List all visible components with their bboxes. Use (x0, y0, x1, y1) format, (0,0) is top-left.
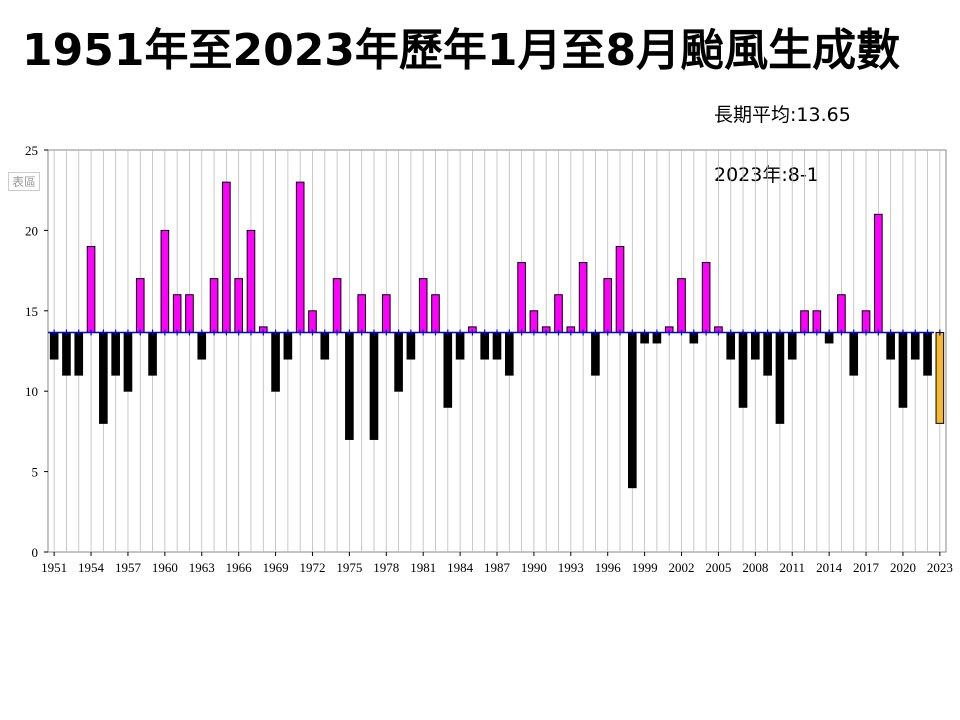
bar-2006 (726, 332, 736, 360)
x-tick-label: 1984 (447, 560, 474, 575)
watermark-tag: 表區 (8, 172, 41, 191)
bar-1978 (381, 294, 391, 334)
y-tick-label: 25 (25, 143, 38, 158)
bar-2016 (849, 332, 859, 376)
bar-1961 (172, 294, 182, 334)
bar-2021 (910, 332, 920, 360)
bar-1975 (345, 332, 354, 440)
x-tick-label: 1969 (263, 560, 289, 575)
bar-1955 (99, 332, 108, 424)
bar-1967 (246, 229, 256, 334)
bar-2020 (898, 332, 908, 408)
bar-2022 (923, 332, 932, 376)
bar-1982 (431, 294, 440, 334)
bar-2004 (701, 262, 711, 334)
bar-1972 (308, 310, 317, 334)
bar-1951 (49, 332, 59, 360)
y-tick-label: 20 (25, 223, 38, 238)
x-tick-label: 1957 (115, 560, 142, 575)
bar-2011 (787, 332, 797, 360)
x-tick-label: 1963 (189, 560, 215, 575)
bar-1996 (603, 278, 613, 334)
x-tick-label: 1972 (299, 560, 325, 575)
bar-1986 (480, 332, 490, 360)
x-tick-label: 2008 (742, 560, 768, 575)
bar-1971 (295, 181, 305, 334)
bar-1963 (197, 332, 207, 360)
bar-1995 (591, 332, 600, 376)
x-tick-label: 1951 (41, 560, 67, 575)
bar-2012 (800, 310, 809, 334)
bar-1976 (357, 294, 366, 334)
bar-1957 (123, 332, 133, 392)
x-tick-label: 2011 (779, 560, 805, 575)
bar-1973 (320, 332, 330, 360)
bar-1987 (492, 332, 502, 360)
page-title: 1951年至2023年歷年1月至8月颱風生成數 (22, 25, 901, 76)
x-tick-label: 1993 (558, 560, 584, 575)
bar-1979 (394, 332, 403, 392)
bar-1958 (135, 278, 145, 334)
x-tick-label: 1999 (632, 560, 658, 575)
bar-2013 (812, 310, 822, 334)
x-tick-label: 1975 (336, 560, 362, 575)
bar-1962 (185, 294, 194, 334)
bar-1980 (406, 332, 416, 360)
bar-1983 (443, 332, 453, 408)
y-tick-label: 10 (25, 384, 38, 399)
bar-1969 (271, 332, 280, 392)
bar-1977 (369, 332, 379, 440)
bar-1997 (615, 245, 625, 334)
x-tick-label: 2014 (816, 560, 843, 575)
bar-1992 (554, 294, 563, 334)
x-tick-label: 1987 (484, 560, 511, 575)
x-tick-label: 1954 (78, 560, 105, 575)
x-tick-label: 2002 (669, 560, 695, 575)
bar-1984 (455, 332, 465, 360)
bar-1974 (332, 278, 342, 334)
bar-1990 (529, 310, 539, 334)
x-tick-label: 1996 (595, 560, 622, 575)
bar-1998 (628, 332, 637, 489)
bar-1954 (86, 245, 96, 334)
bar-2019 (886, 332, 895, 360)
bar-1989 (517, 262, 526, 334)
bar-1988 (504, 332, 514, 376)
axis-layer: 0 5 10 15 20 25 1951 1954 1957 1960 1963 1966 1969 19… (25, 143, 953, 575)
x-tick-label: 2017 (853, 560, 880, 575)
bar-1953 (74, 332, 84, 376)
x-tick-label: 2020 (890, 560, 916, 575)
bar-1956 (111, 332, 120, 376)
x-tick-label: 2005 (705, 560, 731, 575)
bar-1964 (209, 278, 219, 334)
x-tick-label: 1990 (521, 560, 547, 575)
bar-2008 (751, 332, 760, 360)
bar-1952 (62, 332, 71, 376)
bar-1959 (148, 332, 157, 376)
average-note: 長期平均:13.65 (714, 104, 851, 126)
x-tick-label: 1978 (373, 560, 399, 575)
bar-1965 (222, 181, 231, 334)
x-tick-label: 1966 (226, 560, 253, 575)
bar-2007 (738, 332, 748, 408)
y-tick-label: 15 (25, 304, 38, 319)
bar-2023 (935, 332, 945, 424)
y-tick-label: 0 (32, 545, 39, 560)
bar-1966 (234, 278, 243, 334)
x-tick-label: 2023 (927, 560, 953, 575)
x-tick-label: 1981 (410, 560, 436, 575)
bar-1960 (160, 229, 170, 334)
bar-1981 (418, 278, 428, 334)
bar-2018 (874, 213, 883, 334)
y-tick-label: 5 (32, 465, 39, 480)
bar-1970 (283, 332, 293, 360)
bar-2002 (677, 278, 686, 334)
bar-2017 (861, 310, 871, 334)
x-tick-label: 1960 (152, 560, 178, 575)
bar-2015 (837, 294, 846, 334)
bar-1994 (578, 262, 588, 334)
bar-2009 (763, 332, 772, 376)
bar-2010 (775, 332, 785, 424)
